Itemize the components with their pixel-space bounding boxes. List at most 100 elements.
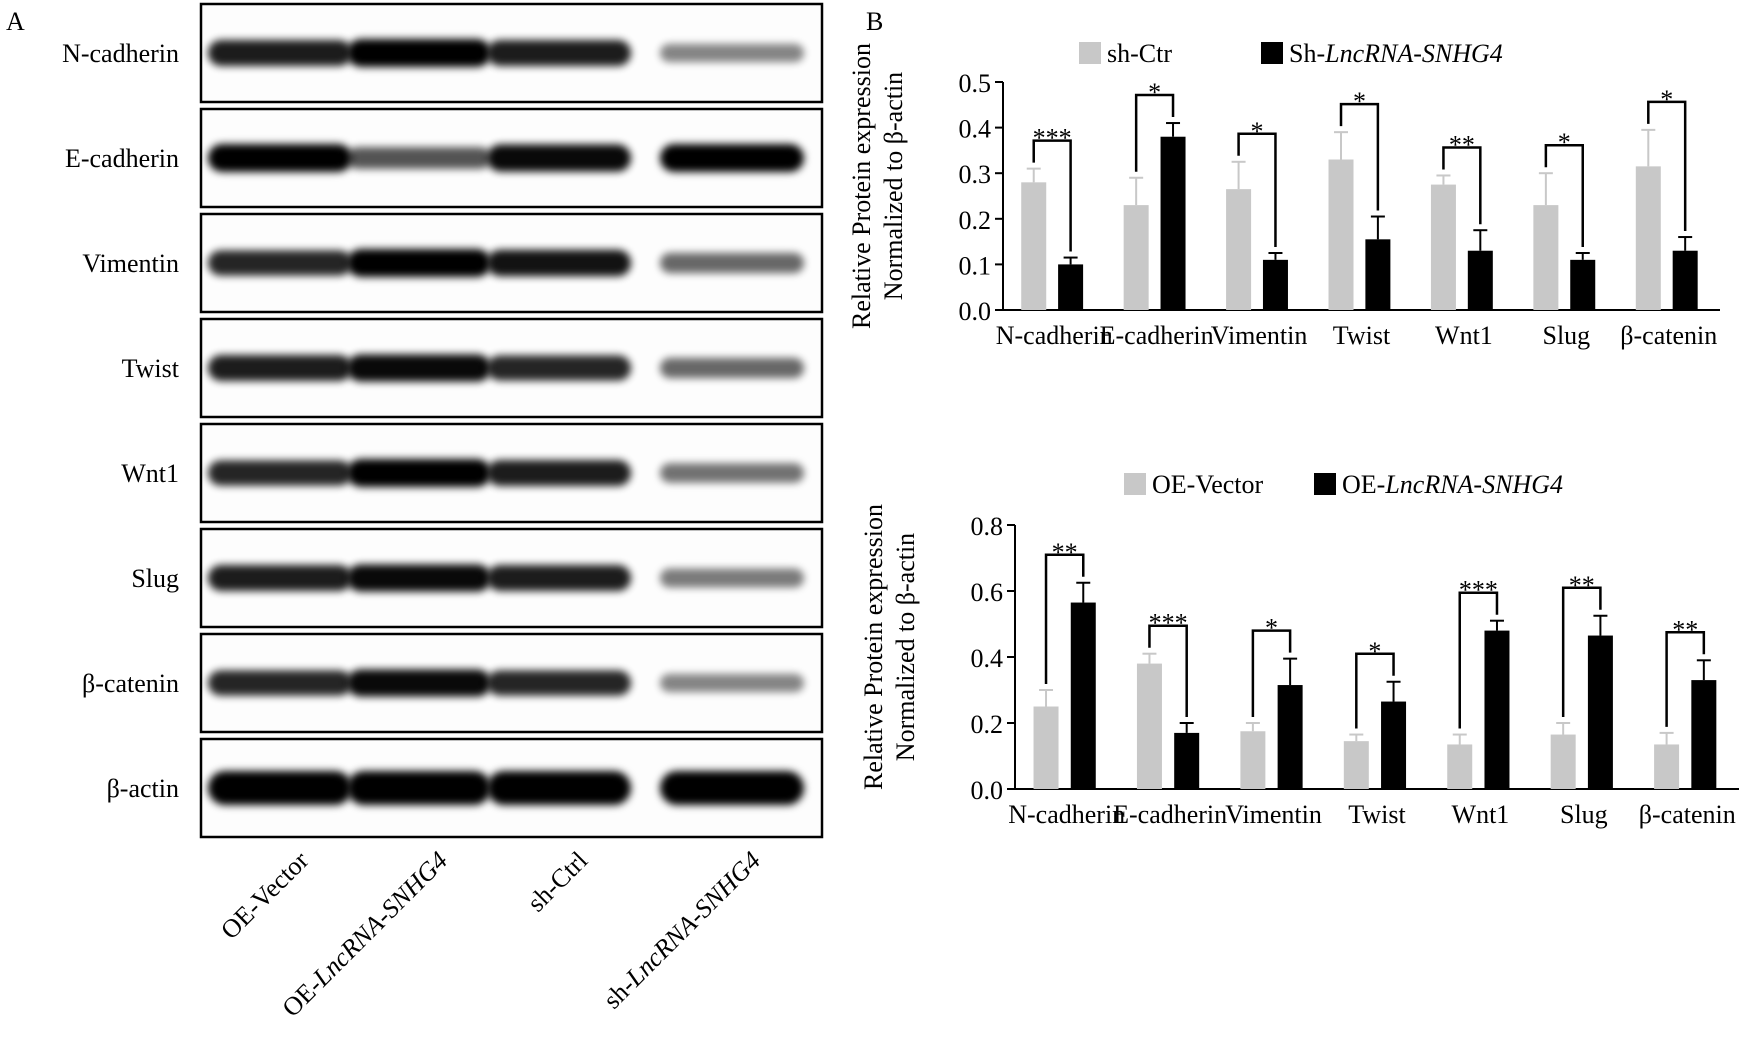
y-tick-label: 0.0 — [959, 297, 992, 326]
x-tick-label: Slug — [1543, 321, 1591, 350]
error-bar — [1166, 122, 1181, 137]
error-bar — [1489, 619, 1504, 631]
y-tick-label: 0.3 — [959, 160, 992, 189]
error-bar — [1386, 680, 1401, 702]
legend-swatch — [1079, 42, 1101, 64]
bar — [1226, 189, 1252, 310]
significance-label: * — [1368, 637, 1381, 666]
x-tick-label: Wnt1 — [1452, 800, 1510, 829]
blot-band — [660, 568, 804, 588]
y-tick-label: 0.1 — [959, 251, 992, 280]
significance-bracket — [1355, 652, 1395, 729]
panel-label: A — [6, 7, 25, 36]
significance-label: * — [1251, 117, 1264, 146]
lane-label: sh-LncRNA-SNHG4 — [598, 846, 767, 1015]
significance-label: * — [1660, 85, 1673, 114]
x-tick-label: E-cadherin — [1100, 321, 1214, 350]
bar — [1240, 731, 1266, 789]
legend-label: OE-Vector — [1152, 470, 1264, 499]
y-tick-label: 0.2 — [959, 206, 992, 235]
significance-label: * — [1148, 78, 1161, 107]
error-bar — [1076, 581, 1091, 603]
significance-bracket — [1647, 100, 1687, 232]
error-bar — [1129, 176, 1144, 206]
lane-label: OE-Vector — [215, 846, 314, 945]
blot-band — [487, 460, 631, 486]
significance-label: *** — [1459, 576, 1498, 605]
blot-band — [347, 771, 491, 805]
error-bar — [1026, 167, 1041, 183]
x-tick-label: N-cadherin — [996, 321, 1113, 350]
error-bar — [1593, 614, 1608, 636]
y-tick-label: 0.8 — [971, 512, 1004, 541]
bar — [1343, 741, 1369, 789]
significance-bracket — [1032, 139, 1072, 252]
error-bar — [1334, 131, 1349, 160]
blot-band — [347, 39, 491, 67]
legend-label: Sh-LncRNA-SNHG4 — [1289, 39, 1503, 68]
significance-bracket — [1561, 586, 1602, 717]
significance-bracket — [1544, 143, 1584, 247]
blot-band — [347, 354, 491, 382]
blot-band — [487, 771, 631, 805]
protein-label: Slug — [131, 564, 179, 593]
blot-band — [487, 565, 631, 591]
bar — [1381, 701, 1407, 789]
protein-label: N-cadherin — [62, 39, 179, 68]
y-tick-label: 0.5 — [959, 69, 992, 98]
x-tick-label: Twist — [1333, 321, 1391, 350]
bar — [1550, 734, 1576, 789]
bar — [1430, 184, 1456, 310]
blot-band — [660, 673, 804, 693]
blot-band — [660, 252, 804, 274]
blot-band — [487, 249, 631, 277]
significance-bracket — [1458, 591, 1499, 729]
y-tick-label: 0.2 — [971, 710, 1004, 739]
bar — [1136, 663, 1162, 789]
blot-band — [208, 565, 352, 591]
legend-swatch — [1124, 473, 1146, 495]
error-bar — [1039, 689, 1054, 707]
error-bar — [1436, 174, 1451, 185]
significance-bracket — [1148, 624, 1188, 717]
y-tick-label: 0.4 — [971, 644, 1004, 673]
x-tick-label: Twist — [1348, 800, 1406, 829]
blot-band — [660, 357, 804, 379]
x-tick-label: N-cadherin — [1008, 800, 1125, 829]
significance-label: *** — [1033, 124, 1072, 153]
error-bar — [1370, 215, 1385, 240]
blot-band — [208, 771, 352, 805]
legend-label: sh-Ctr — [1107, 39, 1172, 68]
error-bar — [1538, 172, 1553, 206]
blot-band — [208, 355, 352, 381]
blot-band — [208, 250, 352, 276]
significance-bracket — [1134, 93, 1175, 172]
significance-label: *** — [1149, 609, 1188, 638]
significance-label: * — [1265, 614, 1278, 643]
protein-label: β-catenin — [82, 669, 179, 698]
bar — [1328, 159, 1354, 310]
x-tick-label: Wnt1 — [1435, 321, 1493, 350]
blot-band — [347, 564, 491, 592]
x-tick-label: Vimentin — [1211, 321, 1308, 350]
bar — [1262, 259, 1288, 310]
bar — [1467, 250, 1493, 310]
legend-label: OE-LncRNA-SNHG4 — [1342, 470, 1563, 499]
protein-label: E-cadherin — [65, 144, 179, 173]
blot-band — [208, 670, 352, 696]
error-bar — [1556, 722, 1571, 735]
blot-band — [208, 40, 352, 66]
blot-band — [208, 144, 352, 172]
bar — [1635, 166, 1661, 310]
significance-label: * — [1353, 87, 1366, 116]
x-tick-label: β-catenin — [1639, 800, 1736, 829]
x-tick-label: Vimentin — [1225, 800, 1322, 829]
protein-label: Wnt1 — [121, 459, 179, 488]
bar — [1070, 602, 1096, 789]
lane-label: sh-Ctrl — [522, 846, 594, 918]
bar — [1160, 136, 1186, 310]
blot-band — [347, 459, 491, 487]
bar — [1174, 732, 1200, 789]
significance-label: ** — [1672, 615, 1698, 644]
blot-band — [347, 147, 491, 169]
